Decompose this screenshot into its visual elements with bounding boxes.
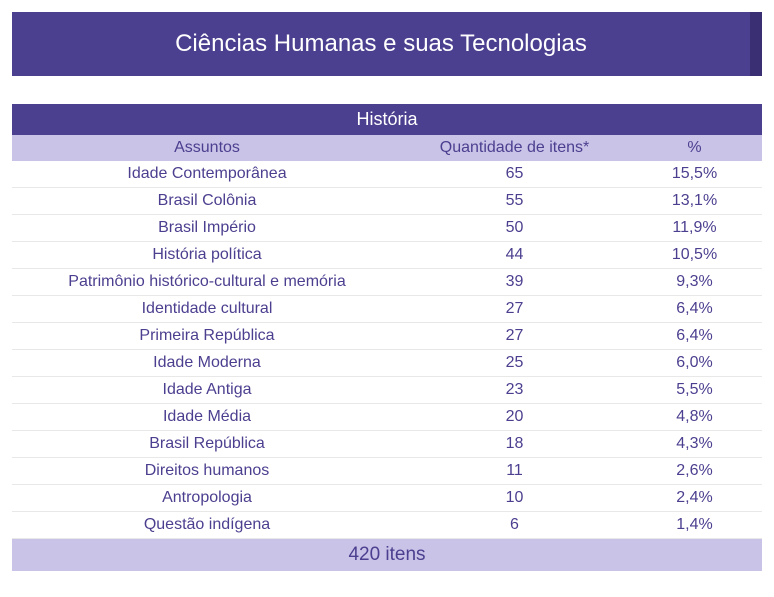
table-row: Brasil Colônia5513,1% [12,188,762,215]
table-row: Identidade cultural276,4% [12,296,762,323]
cell-subject: Brasil Colônia [12,188,402,214]
table-row: Brasil Império5011,9% [12,215,762,242]
table-row: Questão indígena61,4% [12,512,762,539]
cell-subject: Identidade cultural [12,296,402,322]
banner-title: Ciências Humanas e suas Tecnologias [175,30,587,57]
table-rows: Idade Contemporânea6515,5%Brasil Colônia… [12,161,762,539]
table-row: Direitos humanos112,6% [12,458,762,485]
page-banner: Ciências Humanas e suas Tecnologias [12,12,762,76]
cell-subject: Idade Antiga [12,377,402,403]
cell-subject: Idade Moderna [12,350,402,376]
header-percent: % [627,135,762,161]
cell-subject: Primeira República [12,323,402,349]
cell-percent: 6,4% [627,296,762,322]
cell-subject: Antropologia [12,485,402,511]
cell-quantity: 18 [402,431,627,457]
table-row: História política4410,5% [12,242,762,269]
table-title: História [12,104,762,135]
cell-quantity: 39 [402,269,627,295]
table-row: Patrimônio histórico-cultural e memória3… [12,269,762,296]
cell-quantity: 55 [402,188,627,214]
header-subject: Assuntos [12,135,402,161]
table-row: Idade Média204,8% [12,404,762,431]
table-row: Antropologia102,4% [12,485,762,512]
cell-quantity: 65 [402,161,627,187]
cell-quantity: 23 [402,377,627,403]
cell-quantity: 27 [402,296,627,322]
cell-percent: 6,0% [627,350,762,376]
cell-quantity: 25 [402,350,627,376]
cell-subject: Brasil República [12,431,402,457]
table-row: Idade Contemporânea6515,5% [12,161,762,188]
cell-quantity: 6 [402,512,627,538]
table-header-row: Assuntos Quantidade de itens* % [12,135,762,161]
table-footer: 420 itens [12,539,762,571]
cell-percent: 2,6% [627,458,762,484]
table-row: Primeira República276,4% [12,323,762,350]
header-quantity: Quantidade de itens* [402,135,627,161]
cell-quantity: 11 [402,458,627,484]
cell-subject: História política [12,242,402,268]
history-table: História Assuntos Quantidade de itens* %… [12,104,762,571]
cell-subject: Patrimônio histórico-cultural e memória [12,269,402,295]
cell-percent: 9,3% [627,269,762,295]
cell-subject: Direitos humanos [12,458,402,484]
table-row: Idade Antiga235,5% [12,377,762,404]
cell-quantity: 50 [402,215,627,241]
cell-quantity: 20 [402,404,627,430]
cell-quantity: 27 [402,323,627,349]
cell-percent: 13,1% [627,188,762,214]
cell-percent: 5,5% [627,377,762,403]
table-row: Brasil República184,3% [12,431,762,458]
cell-subject: Brasil Império [12,215,402,241]
cell-percent: 6,4% [627,323,762,349]
cell-subject: Idade Contemporânea [12,161,402,187]
table-row: Idade Moderna256,0% [12,350,762,377]
cell-percent: 2,4% [627,485,762,511]
cell-subject: Idade Média [12,404,402,430]
cell-percent: 4,3% [627,431,762,457]
cell-percent: 11,9% [627,215,762,241]
cell-percent: 4,8% [627,404,762,430]
cell-percent: 1,4% [627,512,762,538]
cell-percent: 15,5% [627,161,762,187]
cell-quantity: 10 [402,485,627,511]
cell-subject: Questão indígena [12,512,402,538]
cell-percent: 10,5% [627,242,762,268]
cell-quantity: 44 [402,242,627,268]
